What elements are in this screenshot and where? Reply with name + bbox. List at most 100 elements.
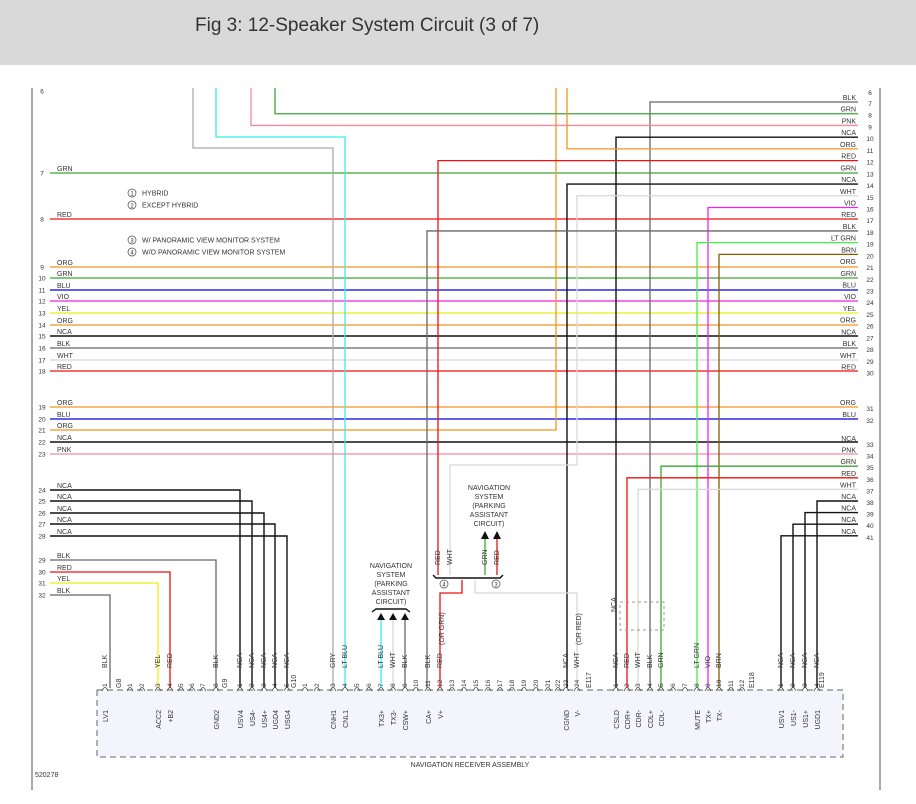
left-row-number: 18 (38, 369, 46, 376)
pin-terminal (554, 687, 562, 692)
pin-wire-label: BLK (102, 654, 109, 668)
left-wire-label: WHT (57, 353, 74, 360)
right-wire-label: PNK (842, 448, 857, 455)
left-wire-label: NCA (57, 483, 72, 490)
left-wire-label: YEL (57, 306, 70, 313)
pin-number: 7 (378, 683, 385, 687)
pin-signal-label: TX3+ (379, 710, 386, 727)
left-wire-label: BLK (57, 341, 71, 348)
connector-label: E117 (586, 672, 593, 688)
left-row-number: 14 (38, 323, 46, 330)
pin-terminal (532, 687, 540, 692)
right-wire-label: ORG (840, 142, 856, 149)
pin-signal-label: USG4 (285, 710, 292, 729)
right-row-number: 15 (866, 195, 874, 202)
right-wire-label: NCA (841, 177, 856, 184)
right-wire-label: GRN (840, 165, 856, 172)
pin-signal-label: CDL- (659, 709, 666, 726)
wire-right-9 (250, 88, 858, 127)
pin-signal-label: US1+ (803, 710, 810, 728)
pin-number: 17 (497, 679, 504, 687)
pin-terminal (236, 687, 244, 692)
arrow-up-icon (493, 531, 501, 539)
right-row-number: 36 (866, 477, 874, 484)
pin-number: 8 (390, 683, 397, 687)
left-row-number: 25 (38, 499, 46, 506)
pin-terminal (248, 687, 256, 692)
right-wire-label: VIO (844, 294, 857, 301)
pin-number: 12 (739, 679, 746, 687)
note-text: W/O PANORAMIC VIEW MONITOR SYSTEM (142, 250, 285, 257)
wire-right-7 (649, 101, 858, 688)
right-wire-label: LT GRN (831, 236, 856, 243)
pin-terminal (436, 687, 444, 692)
pin-wire-label: NCA (814, 653, 821, 668)
pin-wire-label: BLK (213, 654, 220, 668)
left-wire-label: ORG (57, 260, 73, 267)
right-row-number: 11 (867, 148, 874, 155)
pin-signal-label: TX3- (391, 709, 398, 725)
pin-wire-label: RED (437, 653, 444, 668)
right-row-number: 13 (866, 171, 874, 178)
left-wire-label: VIO (57, 294, 70, 301)
right-wire-label: RED (841, 154, 856, 161)
left-row-number: 21 (38, 428, 46, 435)
pin-number: 2 (624, 683, 631, 687)
navigation-receiver-assembly-box (96, 689, 844, 758)
right-wire-label: GRN (840, 271, 856, 278)
left-row-number: 6 (40, 89, 44, 96)
note-mark-circle (127, 188, 137, 198)
splice-bracket (432, 574, 504, 579)
right-wire-label: BLK (843, 341, 857, 348)
right-wire-label: RED (841, 212, 856, 219)
arrow-up-icon (389, 613, 397, 620)
connector-label: E119 (819, 672, 826, 688)
pin-terminal (715, 687, 723, 692)
arrow-up-icon (401, 613, 409, 620)
pin-number: 1 (102, 683, 109, 687)
pin-wire-label: LT BLU (378, 645, 385, 668)
right-row-number: 19 (866, 242, 874, 249)
right-row-number: 29 (866, 359, 874, 366)
pin-wire-label: NCA (563, 653, 570, 668)
wire-right-35 (660, 465, 858, 688)
note-mark-circle (127, 247, 137, 257)
pin-number: 21 (545, 679, 552, 687)
note-text: EXCEPT HYBRID (142, 203, 198, 210)
pin-number: 7 (682, 683, 689, 687)
pin-terminal (573, 687, 581, 692)
arrow-up-icon (481, 531, 489, 539)
pin-number: 9 (705, 683, 712, 687)
pin-number: 9 (402, 683, 409, 687)
left-row-number: 28 (38, 534, 46, 541)
splice-mark: 3 (494, 583, 498, 589)
right-row-number: 30 (866, 371, 874, 378)
wire-right-11 (566, 88, 858, 150)
subsystem-label: SYSTEM (377, 572, 406, 579)
left-wire-label: RED (57, 364, 72, 371)
connector-label: G9 (222, 679, 229, 688)
left-row-number: 11 (39, 288, 46, 295)
figure-id: 520278 (35, 772, 58, 779)
pin-terminal (101, 687, 109, 692)
pin-terminal (301, 687, 309, 692)
pin-terminal (693, 687, 701, 692)
alt-wire-label: (OR GRN) (439, 612, 446, 645)
pin-number: 3 (802, 683, 809, 687)
right-wire-label: NCA (841, 130, 856, 137)
right-row-number: 16 (866, 206, 874, 213)
left-row-number: 22 (38, 440, 46, 447)
right-wire-label: ORG (840, 259, 856, 266)
pin-signal-label: CSLD (614, 710, 621, 729)
pin-wire-label: YEL (155, 655, 162, 668)
pin-number: 23 (563, 679, 570, 687)
right-row-number: 35 (866, 465, 874, 472)
pin-wire-label: GRN (658, 652, 665, 668)
left-row-number: 29 (38, 558, 46, 565)
pin-terminal (377, 687, 385, 692)
pin-wire-label: NCA (284, 653, 291, 668)
right-row-number: 8 (868, 113, 872, 120)
pin-terminal (212, 687, 220, 692)
right-wire-label: GRN (840, 107, 856, 114)
pin-terminal (484, 687, 492, 692)
